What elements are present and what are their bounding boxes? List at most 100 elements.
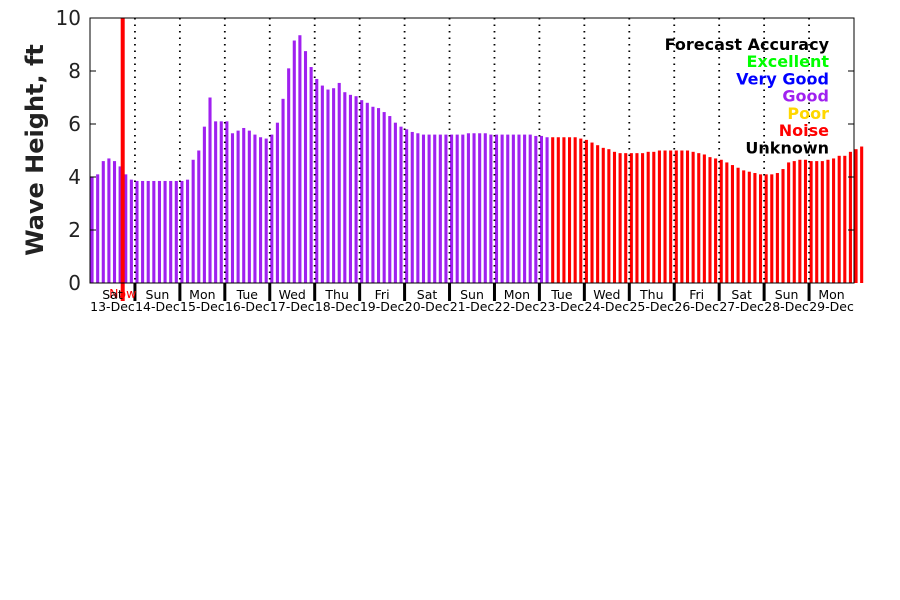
x-day-label: Sat: [731, 287, 752, 302]
x-date-label: 19-Dec: [360, 299, 405, 314]
bar-good-58: [416, 133, 420, 283]
bar-good-47: [354, 96, 358, 284]
bar-noise-0: [551, 137, 555, 283]
bar-good-76: [517, 134, 521, 283]
bar-good-32: [270, 134, 274, 283]
x-date-label: 25-Dec: [629, 299, 674, 314]
bar-noise-44: [798, 159, 802, 283]
y-tick-label: 4: [68, 165, 81, 189]
x-date-label: 29-Dec: [809, 299, 854, 314]
bar-good-23: [219, 121, 223, 283]
bar-good-18: [191, 159, 195, 283]
bar-good-61: [433, 134, 437, 283]
y-axis: 0 2 4 6 8 10: [56, 6, 854, 295]
bar-noise-19: [657, 150, 661, 283]
legend-entry-poor: Poor: [787, 104, 829, 123]
bar-good-57: [410, 131, 414, 283]
bar-good-71: [489, 134, 493, 283]
bar-noise-23: [680, 150, 684, 283]
x-day-label: Sat: [417, 287, 438, 302]
bar-noise-43: [792, 161, 796, 283]
day-grid-group: [133, 18, 811, 301]
bar-noise-28: [708, 157, 712, 284]
bar-good-41: [320, 85, 324, 283]
y-tick-label: 6: [68, 112, 81, 136]
x-day-label: Wed: [279, 287, 306, 302]
bar-good-69: [478, 133, 482, 283]
bar-noise-9: [601, 147, 605, 283]
bar-noise-46: [809, 161, 813, 283]
bar-good-37: [298, 35, 302, 284]
bar-noise-17: [646, 151, 650, 283]
bar-good-65: [455, 134, 459, 283]
bar-good-15: [174, 180, 178, 283]
bar-good-10: [146, 180, 150, 283]
bar-good-64: [450, 134, 454, 283]
bar-good-55: [399, 126, 403, 284]
bar-good-1: [96, 174, 100, 283]
bar-good-78: [528, 134, 532, 283]
bar-noise-49: [826, 159, 830, 283]
bar-good-30: [259, 137, 263, 283]
x-date-label: 18-Dec: [315, 299, 360, 314]
bar-noise-6: [584, 139, 588, 283]
x-date-label: 17-Dec: [270, 299, 315, 314]
bar-good-70: [483, 133, 487, 283]
bar-good-36: [292, 40, 296, 283]
bar-noise-40: [775, 173, 779, 283]
bar-good-4: [112, 161, 117, 283]
x-date-label: 24-Dec: [585, 299, 630, 314]
bar-noise-10: [607, 149, 611, 283]
bar-good-60: [427, 134, 431, 283]
bar-noise-2: [562, 137, 566, 283]
bar-good-31: [264, 138, 268, 283]
bar-good-74: [506, 134, 510, 283]
bar-good-7: [129, 179, 133, 283]
x-day-label: Mon: [504, 287, 530, 302]
x-axis: Sat13-DecSun14-DecMon15-DecTue16-DecWed1…: [90, 287, 854, 314]
bars-group: [90, 35, 864, 284]
bar-noise-22: [674, 150, 678, 283]
bar-good-25: [230, 133, 235, 283]
y-axis-title: Wave Height, ft: [21, 44, 49, 256]
x-date-label: 21-Dec: [450, 299, 495, 314]
y-tick-label: 8: [68, 59, 81, 83]
bar-good-73: [500, 134, 504, 283]
bar-good-77: [523, 134, 527, 283]
bar-good-72: [494, 134, 499, 283]
x-day-label: Tue: [550, 287, 573, 302]
bar-good-16: [180, 180, 184, 283]
bar-good-33: [275, 122, 279, 284]
bar-noise-30: [719, 159, 723, 283]
y-tick-label: 10: [56, 6, 81, 30]
bar-good-68: [472, 133, 476, 283]
bar-noise-11: [612, 151, 617, 283]
bar-good-9: [141, 180, 145, 283]
bar-noise-36: [753, 173, 757, 283]
bar-good-45: [343, 92, 347, 283]
x-day-label: Sun: [146, 287, 170, 302]
legend-title: Forecast Accuracy: [665, 35, 830, 54]
bar-noise-38: [764, 174, 768, 283]
bar-noise-16: [641, 153, 645, 283]
legend-entry-excellent: Excellent: [747, 52, 830, 71]
bar-noise-41: [781, 169, 785, 283]
bar-noise-51: [837, 155, 841, 283]
bar-good-19: [197, 150, 201, 283]
bar-noise-39: [770, 174, 774, 283]
bar-noise-18: [652, 151, 656, 283]
bar-noise-21: [669, 150, 673, 283]
bar-good-79: [534, 135, 538, 283]
bar-noise-20: [663, 150, 667, 283]
bar-noise-52: [843, 155, 847, 283]
bar-good-29: [253, 134, 257, 283]
x-day-label: Fri: [375, 287, 390, 302]
bar-good-46: [348, 94, 352, 283]
bar-noise-1: [556, 137, 560, 283]
bar-good-48: [360, 100, 364, 284]
bar-good-3: [107, 158, 111, 283]
x-date-label: 13-Dec: [90, 299, 135, 314]
x-day-label: Mon: [189, 287, 215, 302]
bar-noise-34: [742, 170, 746, 284]
bar-noise-3: [568, 137, 572, 283]
